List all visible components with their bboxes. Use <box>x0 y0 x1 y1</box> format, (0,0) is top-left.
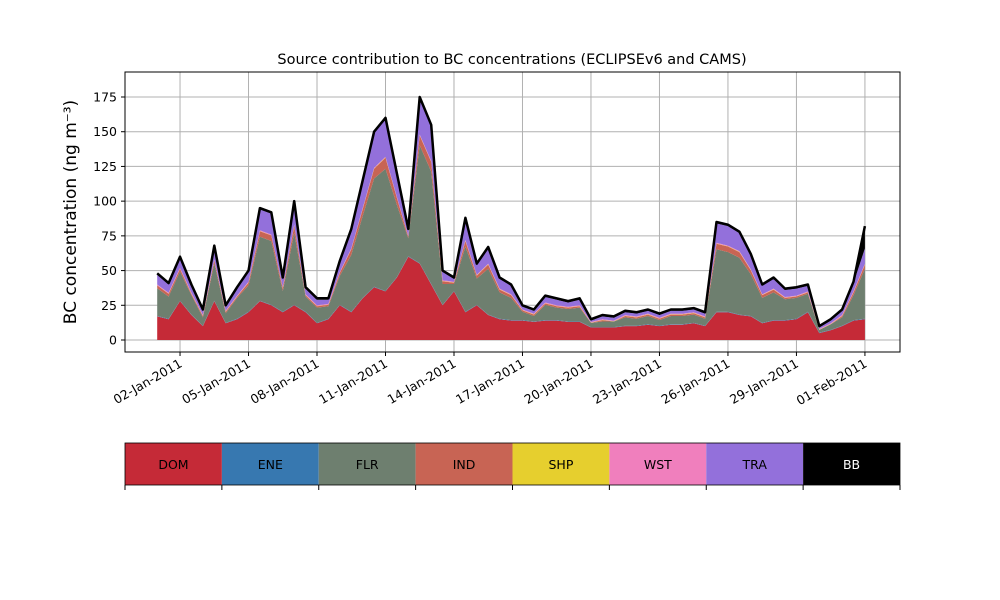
chart-title: Source contribution to BC concentrations… <box>277 52 746 68</box>
legend-swatch-flr <box>318 443 416 485</box>
area-flr <box>157 145 865 333</box>
x-tick-label: 11-Jan-2011 <box>316 356 390 407</box>
legend-swatch-ind <box>415 443 513 485</box>
y-tick-label: 175 <box>93 90 117 105</box>
legend-label-shp: SHP <box>549 457 574 472</box>
legend-label-ene: ENE <box>258 457 283 472</box>
y-tick-label: 100 <box>93 194 117 209</box>
legend-label-flr: FLR <box>356 457 379 472</box>
y-tick-label: 150 <box>93 124 117 139</box>
x-tick-label: 14-Jan-2011 <box>385 356 459 407</box>
x-tick-label: 02-Jan-2011 <box>111 356 185 407</box>
y-tick-label: 0 <box>109 333 117 348</box>
x-tick-label: 08-Jan-2011 <box>248 356 322 407</box>
axes-border <box>124 71 901 353</box>
area-tra <box>157 98 865 329</box>
y-tick-label: 125 <box>93 159 117 174</box>
stacked-areas <box>156 95 867 340</box>
y-axis-label: BC concentration (ng m⁻³) <box>61 100 81 324</box>
x-tick-label: 26-Jan-2011 <box>659 356 733 407</box>
x-tick-label: 29-Jan-2011 <box>727 356 801 407</box>
x-tick-label: 23-Jan-2011 <box>590 356 664 407</box>
legend-label-ind: IND <box>453 457 476 472</box>
x-tick-label: 01-Feb-2011 <box>794 356 870 408</box>
x-tick-label: 05-Jan-2011 <box>179 356 253 407</box>
y-tick-label: 25 <box>101 298 117 313</box>
legend-swatch-ene <box>221 443 319 485</box>
legend-swatch-shp <box>512 443 610 485</box>
legend-swatch-dom <box>125 443 222 485</box>
total-line <box>156 95 867 328</box>
axes-frame <box>124 71 901 353</box>
legend-label-tra: TRA <box>742 457 768 472</box>
area-dom <box>157 256 865 340</box>
legend: DOM ENE FLR IND SHP WST TRA BB <box>124 442 901 490</box>
legend-swatch-wst <box>609 443 707 485</box>
legend-label-bb: BB <box>843 457 860 472</box>
y-tick-label: 75 <box>101 228 117 243</box>
x-tick-label: 17-Jan-2011 <box>453 356 527 407</box>
legend-label-dom: DOM <box>158 457 188 472</box>
legend-label-wst: WST <box>644 457 672 472</box>
legend-swatch-tra <box>706 443 804 485</box>
x-tick-label: 20-Jan-2011 <box>522 356 596 407</box>
y-tick-label: 50 <box>101 263 117 278</box>
y-axis-ticks: 0 25 50 75 100 125 150 175 <box>93 90 125 348</box>
x-axis-ticks: 02-Jan-201105-Jan-201108-Jan-201111-Jan-… <box>111 352 870 408</box>
legend-swatch-bb <box>803 443 900 485</box>
